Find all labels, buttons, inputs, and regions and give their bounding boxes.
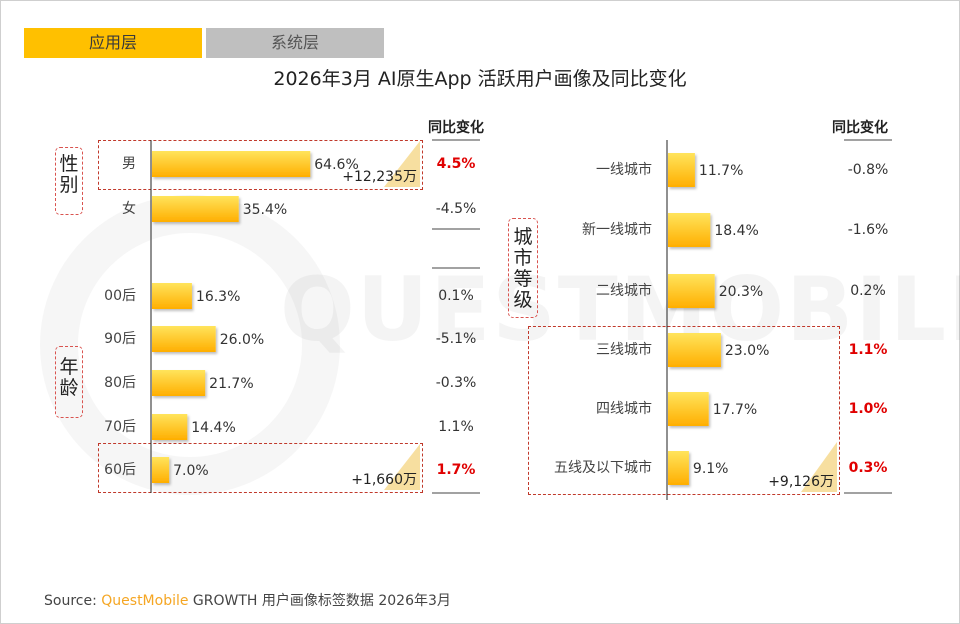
group-label-city: 城市等级 (508, 218, 538, 318)
right-chart-bar (668, 392, 709, 426)
watermark: QUESTMOBILE (280, 258, 960, 361)
left-chart-yoy-value: 4.5% (437, 156, 476, 172)
left-chart-value-label: 35.4% (243, 202, 287, 218)
right-chart-yoy-value: 1.1% (849, 342, 888, 358)
left-chart-value-label: 7.0% (173, 463, 209, 479)
left-chart-yoy-value: -4.5% (436, 201, 477, 217)
right-chart-value-label: 11.7% (699, 163, 743, 179)
right-chart-category-label: 二线城市 (596, 282, 652, 299)
left-chart-annotation-text: +1,660万 (351, 472, 417, 488)
right-chart-bar (668, 451, 689, 485)
right-chart-category-label: 四线城市 (596, 400, 652, 417)
left-chart-value-label: 21.7% (209, 376, 253, 392)
left-chart-bar (152, 457, 170, 483)
right-chart-value-label: 17.7% (713, 402, 757, 418)
highlight-60s (98, 443, 423, 493)
left-chart-bar (152, 414, 188, 440)
right-chart-yoy-value: -1.6% (848, 222, 889, 238)
right-chart-yoy-value: 1.0% (849, 401, 888, 417)
right-chart-annotation-text: +9,126万 (768, 474, 834, 490)
left-chart-category-label: 女 (122, 200, 136, 217)
left-chart-bar (152, 370, 206, 396)
tab-system-layer[interactable]: 系统层 (206, 28, 384, 58)
right-chart-bar (668, 274, 715, 308)
left-chart-bar (152, 326, 216, 352)
left-chart-yoy-value: -0.3% (436, 375, 477, 391)
source-brand: QuestMobile (101, 593, 189, 609)
highlight-male (98, 140, 423, 190)
left-chart-annotation-text: +12,235万 (342, 169, 417, 185)
right-chart-category-label: 新一线城市 (582, 221, 652, 238)
tab-application-layer[interactable]: 应用层 (24, 28, 202, 58)
left-chart-category-label: 70后 (104, 419, 136, 435)
right-chart-value-label: 20.3% (719, 284, 763, 300)
chart-title: 2026年3月 AI原生App 活跃用户画像及同比变化 (273, 68, 687, 90)
right-chart-bar (668, 333, 721, 367)
right-chart-yoy-value: -0.8% (848, 162, 889, 178)
right-chart-category-label: 一线城市 (596, 161, 652, 178)
left-chart-annotation-corner (384, 444, 420, 490)
source-rest: GROWTH 用户画像标签数据 2026年3月 (188, 593, 451, 609)
highlight-tier3-below (528, 326, 840, 495)
left-chart-category-label: 男 (122, 156, 136, 172)
right-chart-yoy-value: 0.2% (850, 283, 886, 299)
left-chart-category-label: 00后 (104, 288, 136, 304)
yoy-header-left: 同比变化 (428, 120, 484, 136)
left-chart-yoy-value: -5.1% (436, 331, 477, 347)
right-chart-value-label: 18.4% (714, 223, 758, 239)
right-chart-bar (668, 153, 695, 187)
source-prefix: Source: (44, 593, 97, 609)
right-chart-value-label: 9.1% (693, 461, 729, 477)
left-chart-category-label: 80后 (104, 375, 136, 391)
right-chart-value-label: 23.0% (725, 343, 769, 359)
left-chart-category-label: 90后 (104, 331, 136, 347)
left-chart-annotation-corner (384, 141, 420, 187)
left-chart-bar (152, 196, 239, 222)
left-chart-yoy-value: 0.1% (438, 288, 474, 304)
right-chart-bar (668, 213, 711, 247)
left-chart-bar (152, 283, 192, 309)
yoy-header-right: 同比变化 (832, 120, 888, 136)
right-chart-category-label: 五线及以下城市 (554, 459, 652, 476)
left-chart-yoy-value: 1.7% (437, 462, 476, 478)
right-chart-category-label: 三线城市 (596, 341, 652, 358)
left-chart-value-label: 14.4% (191, 420, 235, 436)
group-label-age: 年龄 (55, 346, 83, 418)
right-chart-annotation-corner (801, 442, 837, 492)
left-chart-bar (152, 151, 311, 177)
left-chart-yoy-value: 1.1% (438, 419, 474, 435)
left-chart-value-label: 26.0% (220, 332, 264, 348)
group-label-gender: 性别 (55, 147, 83, 215)
left-chart-category-label: 60后 (104, 462, 136, 478)
right-chart-yoy-value: 0.3% (849, 460, 888, 476)
left-chart-value-label: 16.3% (196, 289, 240, 305)
left-chart-value-label: 64.6% (314, 157, 358, 173)
source-note: Source: QuestMobile GROWTH 用户画像标签数据 2026… (44, 590, 451, 610)
